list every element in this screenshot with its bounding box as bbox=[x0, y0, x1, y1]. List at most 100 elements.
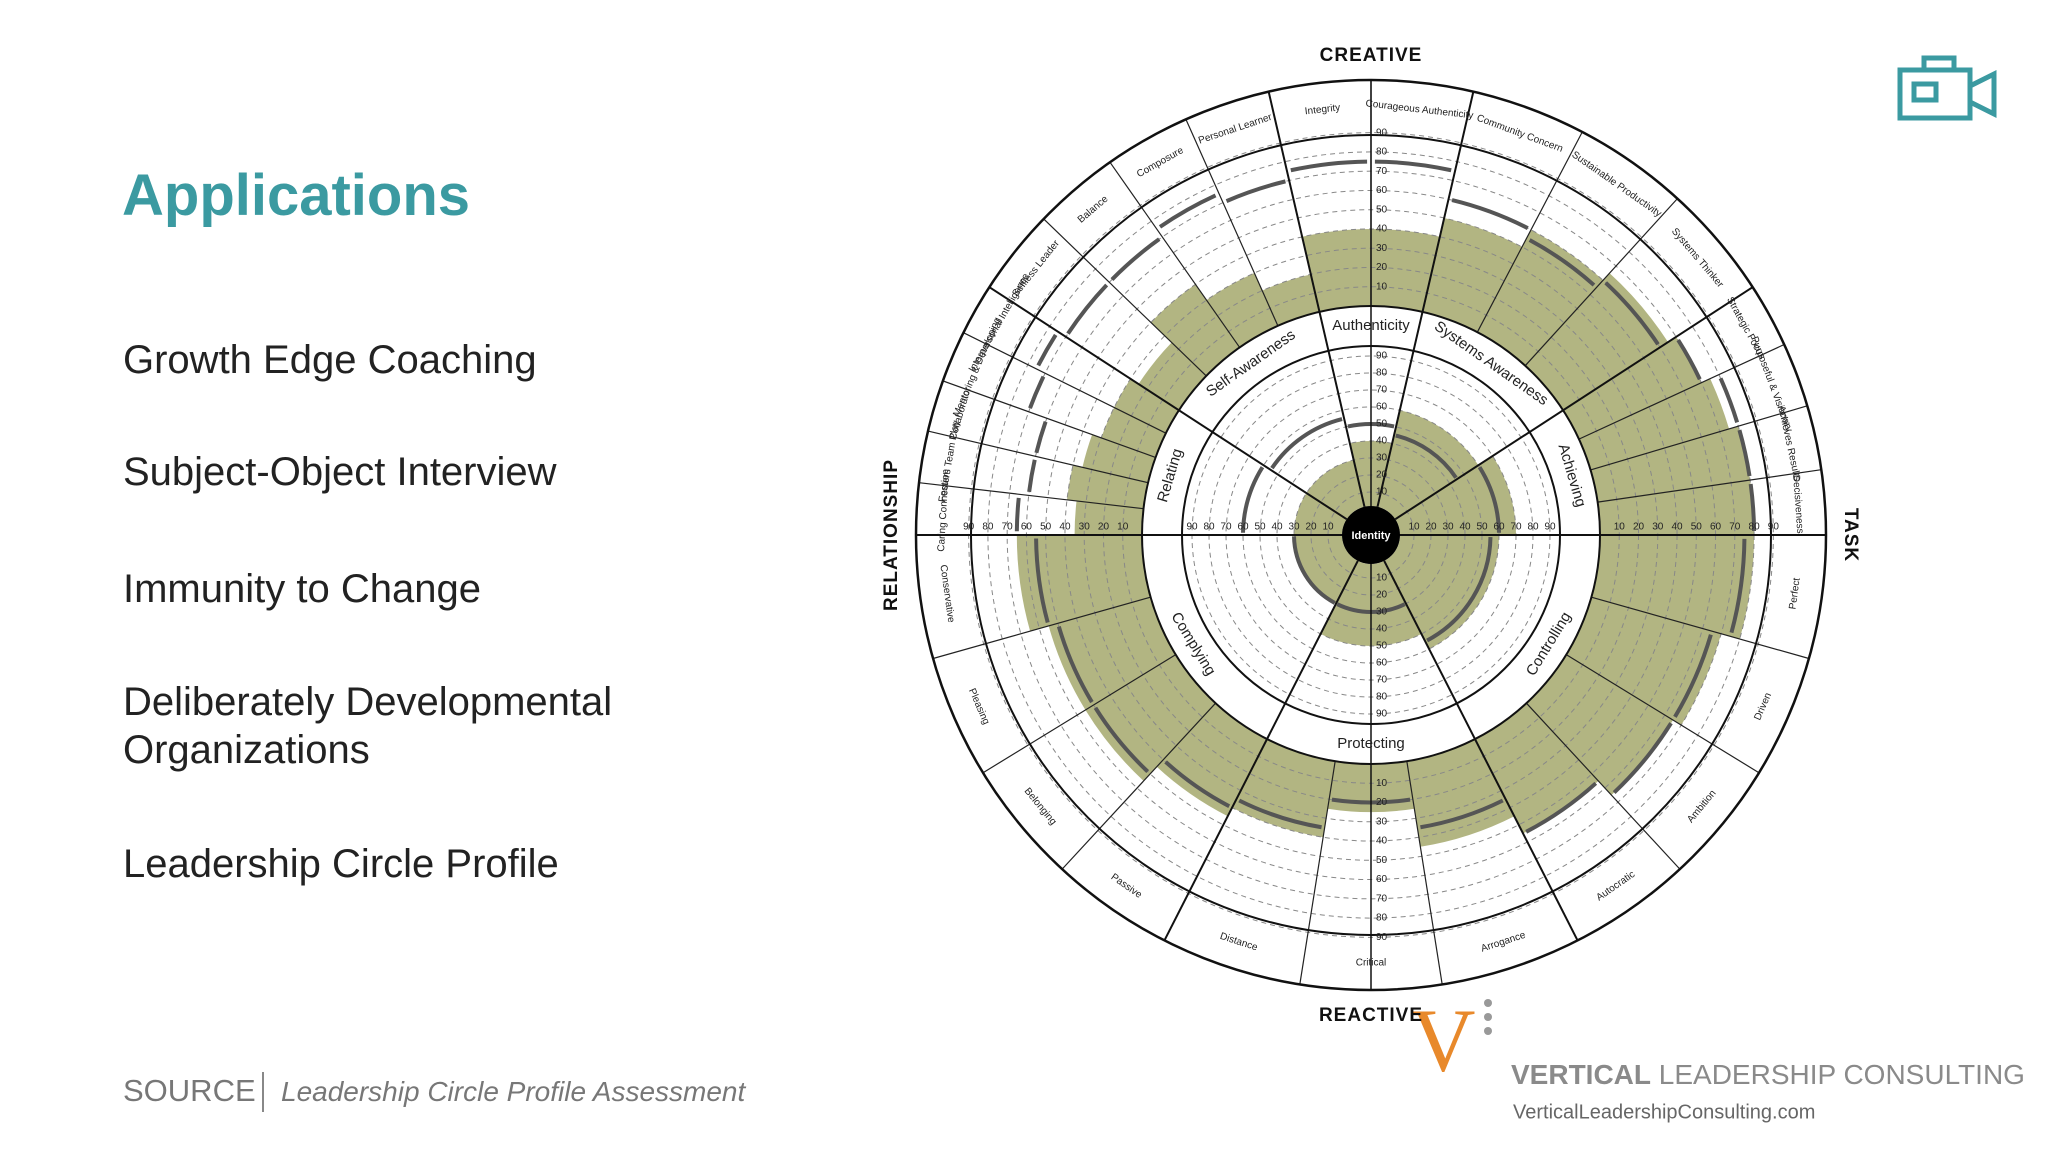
competency-norm bbox=[1014, 497, 1021, 532]
competency-divider bbox=[1591, 596, 1810, 660]
source-text: Leadership Circle Profile Assessment bbox=[281, 1076, 746, 1107]
competency-norm bbox=[1676, 338, 1702, 381]
competency-label: Passive bbox=[1109, 872, 1144, 901]
competency-score bbox=[1566, 597, 1722, 726]
source-label: SOURCE bbox=[123, 1073, 256, 1108]
competency-divider bbox=[1590, 405, 1808, 471]
outer-scale-label: 10 bbox=[1614, 522, 1626, 533]
competency-divider bbox=[1061, 702, 1216, 870]
score-areas bbox=[1016, 218, 1755, 847]
inner-scale-label: 70 bbox=[1510, 522, 1522, 533]
axis-label: TASK bbox=[1840, 508, 1861, 562]
competency-label: Decisiveness bbox=[1790, 474, 1805, 534]
dimension-divider bbox=[1383, 560, 1579, 941]
divider bbox=[262, 1072, 264, 1112]
outer-scale-label: 40 bbox=[1671, 522, 1683, 533]
competency-divider bbox=[1578, 343, 1785, 440]
competency-score bbox=[1526, 654, 1673, 796]
competency-divider bbox=[1526, 702, 1681, 870]
competency-norm bbox=[1525, 781, 1598, 834]
competency-norm bbox=[1737, 429, 1752, 477]
competency-norm bbox=[1027, 459, 1037, 493]
competency-label: Community Concern bbox=[1475, 113, 1564, 155]
competency-norm bbox=[1036, 333, 1058, 367]
competency-score bbox=[1082, 434, 1156, 483]
inner-scale-label: 20 bbox=[1425, 522, 1437, 533]
competency-label: Belonging bbox=[1022, 786, 1059, 827]
competency-label: Critical bbox=[1356, 958, 1387, 969]
competency-divider bbox=[1299, 761, 1336, 985]
competency-label: Pleasing bbox=[966, 687, 991, 727]
outer-scale-label: 60 bbox=[1376, 874, 1388, 885]
dimension-norm bbox=[1426, 537, 1493, 643]
inner-scale-label: 90 bbox=[1376, 709, 1388, 720]
inner-scale-label: 30 bbox=[1376, 453, 1388, 464]
inner-scale-label: 70 bbox=[1376, 675, 1388, 686]
competency-norm bbox=[1110, 237, 1161, 281]
dimension-label: Relating bbox=[1154, 447, 1186, 505]
competency-score bbox=[1232, 739, 1336, 838]
competency-score bbox=[1422, 218, 1523, 333]
competency-norm bbox=[1374, 159, 1452, 173]
competency-label: Driven bbox=[1752, 691, 1774, 722]
competency-divider bbox=[1476, 131, 1583, 333]
competency-norm bbox=[1420, 798, 1504, 830]
list-item: Deliberately Developmental bbox=[123, 680, 613, 724]
axis-label: RELATIONSHIP bbox=[881, 459, 902, 611]
inner-scale-label: 30 bbox=[1288, 522, 1300, 533]
competency-label: Caring Connection bbox=[936, 469, 952, 552]
competency-divider bbox=[1043, 218, 1207, 377]
competency-label: Distance bbox=[1218, 931, 1259, 954]
competency-divider bbox=[918, 482, 1144, 510]
inner-scale-label: 40 bbox=[1376, 624, 1388, 635]
identity-circle bbox=[1342, 506, 1400, 564]
competency-divider bbox=[1565, 654, 1760, 774]
inner-scale-label: 30 bbox=[1442, 522, 1454, 533]
inner-scale-label: 70 bbox=[1376, 385, 1388, 396]
inner-scale-label: 50 bbox=[1476, 522, 1488, 533]
inner-scale-label: 80 bbox=[1376, 692, 1388, 703]
outer-scale-label: 80 bbox=[1749, 522, 1761, 533]
dimension-norm bbox=[1292, 536, 1336, 605]
norm-arcs bbox=[1014, 159, 1757, 834]
competency-norm bbox=[1729, 538, 1747, 634]
competency-norm bbox=[1093, 706, 1150, 774]
outer-scale-label: 60 bbox=[1376, 185, 1388, 196]
competency-label: Composure bbox=[1135, 145, 1186, 180]
outer-scale-label: 20 bbox=[1376, 797, 1388, 808]
competency-score bbox=[1302, 228, 1371, 312]
competency-score bbox=[1150, 284, 1240, 376]
outer-scale-label: 70 bbox=[1002, 522, 1014, 533]
competency-label: Achieves Results bbox=[1775, 405, 1802, 482]
outer-scale-label: 50 bbox=[1040, 522, 1052, 533]
dimension-norm bbox=[1395, 433, 1458, 479]
inner-scale-label: 60 bbox=[1376, 658, 1388, 669]
dimension-norm bbox=[1270, 417, 1343, 470]
outer-scale-label: 30 bbox=[1376, 816, 1388, 827]
list-item: Leadership Circle Profile bbox=[123, 842, 559, 886]
competency-divider bbox=[932, 596, 1151, 660]
competency-norm bbox=[1158, 193, 1217, 229]
competency-score bbox=[1474, 703, 1599, 834]
competency-norm bbox=[1028, 375, 1046, 409]
competency-score bbox=[1074, 500, 1144, 535]
camera-icon bbox=[1897, 55, 1997, 121]
outer-scale-label: 70 bbox=[1376, 893, 1388, 904]
outer-scale-label: 90 bbox=[1376, 127, 1388, 138]
inner-scale-label: 10 bbox=[1376, 487, 1388, 498]
dimension-norm bbox=[1477, 466, 1501, 533]
competency-score bbox=[1590, 426, 1751, 503]
axis-label: REACTIVE bbox=[1319, 1005, 1423, 1026]
outer-scale-label: 30 bbox=[1079, 522, 1091, 533]
inner-scale-label: 40 bbox=[1459, 522, 1471, 533]
competency-norm bbox=[1673, 634, 1713, 718]
inner-scale-label: 90 bbox=[1544, 522, 1556, 533]
competency-norm bbox=[1528, 238, 1596, 287]
competency-divider bbox=[1406, 761, 1443, 985]
outer-scale-label: 40 bbox=[1376, 224, 1388, 235]
competency-score bbox=[1591, 535, 1755, 639]
competency-score bbox=[1114, 378, 1179, 434]
competency-norm bbox=[1718, 377, 1740, 423]
inner-scale-label: 20 bbox=[1376, 590, 1388, 601]
